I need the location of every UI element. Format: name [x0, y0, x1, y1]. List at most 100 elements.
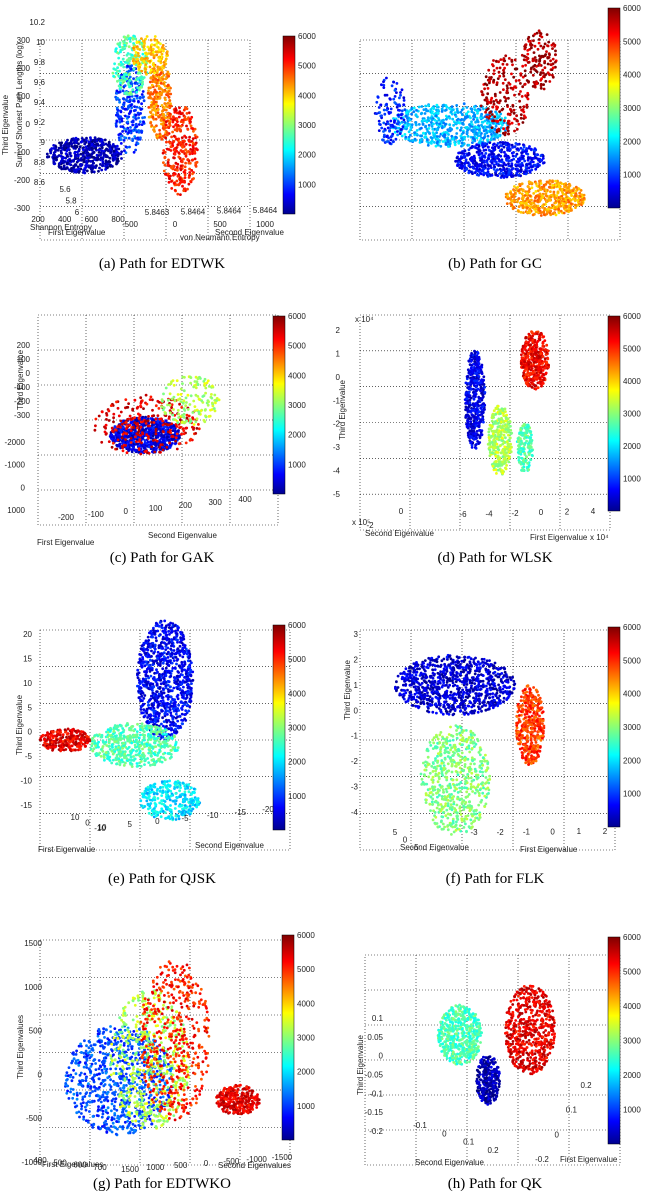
data-point [513, 117, 516, 121]
data-point [521, 164, 525, 167]
data-point [161, 44, 165, 47]
x-tick-label: 6 [75, 208, 80, 217]
data-point [397, 121, 401, 124]
data-point [175, 111, 179, 115]
data-point [172, 408, 175, 411]
data-point [435, 103, 439, 107]
data-point [197, 423, 200, 426]
y-tick-label: 5.8464 [217, 207, 242, 216]
data-point [565, 189, 568, 192]
data-point [108, 156, 112, 160]
data-point [519, 210, 523, 214]
data-point [517, 205, 521, 209]
data-point [151, 408, 154, 412]
data-point [89, 160, 93, 163]
y-tick-label: 0 [123, 507, 128, 516]
data-point [491, 105, 495, 109]
data-point [543, 60, 547, 63]
data-point [582, 196, 586, 200]
data-point [144, 419, 147, 423]
data-point [393, 89, 397, 92]
data-point [445, 116, 449, 119]
data-point [410, 123, 414, 126]
data-point [503, 78, 507, 81]
data-point [185, 401, 188, 404]
data-point [448, 126, 452, 130]
data-point [510, 199, 514, 203]
data-point [120, 422, 124, 426]
data-point [518, 157, 521, 161]
data-point [116, 115, 120, 118]
data-point [527, 156, 530, 160]
data-point [126, 99, 130, 103]
data-point [82, 153, 85, 157]
data-point [192, 428, 195, 431]
data-point [478, 164, 482, 168]
data-point [506, 148, 509, 152]
data-point [166, 172, 170, 176]
data-point [542, 213, 546, 217]
data-point [181, 121, 185, 124]
data-point [180, 160, 184, 164]
data-point [146, 91, 150, 95]
data-point [152, 50, 156, 54]
data-point [95, 143, 98, 146]
data-point [129, 129, 133, 133]
data-point [488, 81, 491, 85]
data-point [200, 399, 204, 403]
data-point [159, 61, 163, 65]
data-point [382, 86, 386, 89]
data-point [157, 407, 161, 410]
data-point [396, 103, 400, 107]
data-point [460, 167, 464, 170]
data-point [403, 133, 407, 136]
data-point [164, 120, 168, 124]
data-point [434, 111, 438, 115]
data-point [137, 99, 140, 103]
colorbar [607, 7, 621, 209]
data-point [567, 207, 571, 211]
data-point [519, 90, 522, 93]
data-point [153, 88, 157, 92]
data-point [520, 151, 523, 155]
data-point [57, 146, 61, 150]
data-point [538, 34, 542, 38]
data-point [126, 120, 130, 124]
data-point [485, 83, 489, 87]
data-point [568, 184, 572, 187]
data-point [193, 157, 197, 161]
data-point [135, 426, 139, 430]
data-point [389, 124, 393, 127]
data-point [496, 77, 500, 80]
data-point [121, 125, 125, 129]
data-point [148, 65, 152, 69]
data-point [430, 136, 434, 140]
data-point [108, 435, 112, 438]
data-point [510, 162, 514, 166]
data-point [497, 164, 501, 167]
data-point [193, 405, 197, 408]
data-point [523, 159, 527, 163]
data-point [117, 136, 121, 140]
data-point [97, 414, 101, 418]
data-point [441, 140, 445, 143]
data-point [49, 148, 53, 152]
data-point [123, 84, 127, 87]
colorbar-tick-label: 1000 [623, 171, 641, 180]
data-point [124, 114, 127, 118]
data-point [131, 88, 135, 92]
data-point [171, 130, 175, 134]
data-point [68, 159, 72, 163]
data-point [460, 126, 463, 130]
z-tick-label: -300 [14, 204, 31, 213]
data-point [516, 161, 520, 164]
data-point [510, 121, 514, 125]
data-point [520, 192, 524, 196]
data-point [479, 104, 483, 108]
data-point [516, 147, 519, 151]
data-point [162, 47, 166, 50]
data-point [150, 445, 154, 449]
data-point [152, 98, 155, 101]
data-point [537, 41, 541, 45]
data-point [436, 140, 439, 144]
